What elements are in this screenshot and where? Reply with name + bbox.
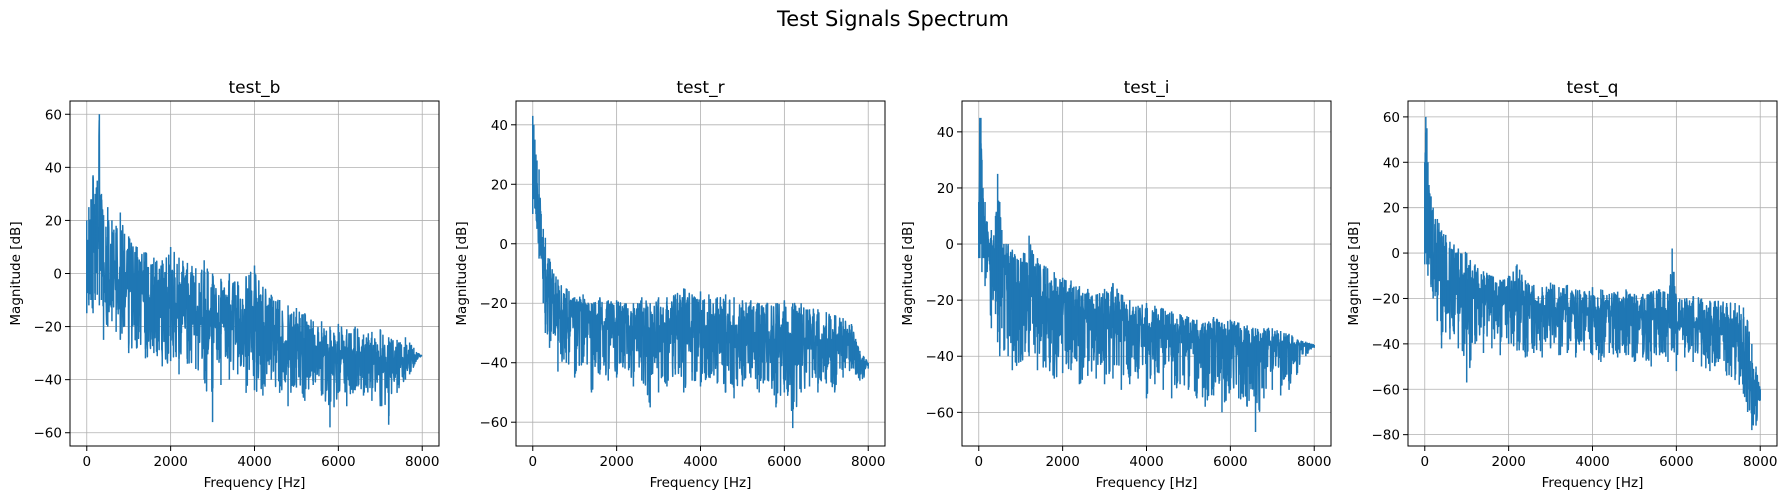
y-tick-label: 20 (1383, 201, 1400, 217)
x-tick-label: 2000 (153, 454, 187, 470)
subplot-test_i: 0 2000 4000 6000 8000 −60 −40 −20 0 20 40 test_i Fre… (900, 78, 1332, 491)
x-tick-label: 6000 (1213, 454, 1247, 470)
subplot-title: test_i (1124, 78, 1170, 98)
x-axis-label: Frequency [Hz] (1542, 475, 1644, 491)
y-tick-label: −60 (1372, 382, 1401, 398)
y-tick-label: −40 (926, 349, 955, 365)
x-tick-label: 8000 (405, 454, 439, 470)
series-peaks (978, 117, 1315, 432)
y-tick-label: −20 (34, 320, 63, 336)
x-tick-label: 4000 (1129, 454, 1163, 470)
series-peaks (86, 114, 419, 428)
y-tick-label: 0 (945, 237, 954, 253)
y-tick-label: 40 (1383, 155, 1400, 171)
y-axis-label: Magnitude [dB] (1346, 221, 1362, 325)
y-tick-label: −60 (926, 405, 955, 421)
x-tick-label: 2000 (1045, 454, 1079, 470)
y-tick-label: −20 (1372, 291, 1401, 307)
x-tick-label: 8000 (851, 454, 885, 470)
y-tick-label: −40 (34, 373, 63, 389)
x-tick-label: 0 (974, 454, 983, 470)
x-tick-label: 0 (1420, 454, 1429, 470)
x-tick-label: 2000 (599, 454, 633, 470)
x-tick-label: 2000 (1491, 454, 1525, 470)
y-tick-label: 20 (937, 181, 954, 197)
y-tick-label: −40 (1372, 337, 1401, 353)
subplot-test_q: 0 2000 4000 6000 8000 −80 −60 −40 −20 0 20 40 60 test… (1346, 78, 1778, 491)
y-tick-label: 40 (937, 125, 954, 141)
y-tick-label: 40 (491, 118, 508, 134)
y-axis-label: Magnitude [dB] (900, 221, 916, 325)
x-axis-label: Frequency [Hz] (204, 475, 306, 491)
subplot-title: test_q (1567, 78, 1619, 98)
series-peaks (532, 115, 869, 429)
x-tick-label: 8000 (1297, 454, 1331, 470)
x-tick-label: 0 (528, 454, 537, 470)
y-tick-label: 60 (1383, 110, 1400, 126)
x-tick-label: 6000 (1659, 454, 1693, 470)
y-tick-label: 20 (45, 213, 62, 229)
y-tick-label: 0 (53, 267, 62, 283)
x-tick-label: 6000 (321, 454, 355, 470)
y-tick-label: 0 (1391, 246, 1400, 262)
y-tick-label: 60 (45, 107, 62, 123)
subplot-test_r: 0 2000 4000 6000 8000 −60 −40 −20 0 20 40 test_r Fre… (454, 78, 886, 491)
figure-title: Test Signals Spectrum (776, 7, 1009, 31)
y-tick-label: 20 (491, 177, 508, 193)
subplot-title: test_r (676, 78, 724, 98)
subplot-test_b: 0 2000 4000 6000 8000 −60 −40 −20 0 20 40 60 test_b F… (8, 78, 440, 491)
y-axis-label: Magnitude [dB] (454, 221, 470, 325)
x-axis-label: Frequency [Hz] (1096, 475, 1198, 491)
x-tick-label: 4000 (1575, 454, 1609, 470)
y-tick-label: −60 (34, 426, 63, 442)
x-tick-label: 0 (82, 454, 91, 470)
x-tick-label: 4000 (237, 454, 271, 470)
y-axis-label: Magnitude [dB] (8, 221, 24, 325)
y-tick-label: −60 (480, 415, 509, 431)
y-tick-label: −20 (480, 296, 509, 312)
subplot-title: test_b (229, 78, 281, 98)
y-tick-label: −40 (480, 356, 509, 372)
y-tick-label: −20 (926, 293, 955, 309)
x-tick-label: 8000 (1743, 454, 1777, 470)
y-tick-label: 40 (45, 160, 62, 176)
x-tick-label: 6000 (767, 454, 801, 470)
y-tick-label: −80 (1372, 428, 1401, 444)
x-axis-label: Frequency [Hz] (650, 475, 752, 491)
series-peaks (1424, 116, 1761, 431)
x-tick-label: 4000 (683, 454, 717, 470)
y-tick-label: 0 (499, 237, 508, 253)
